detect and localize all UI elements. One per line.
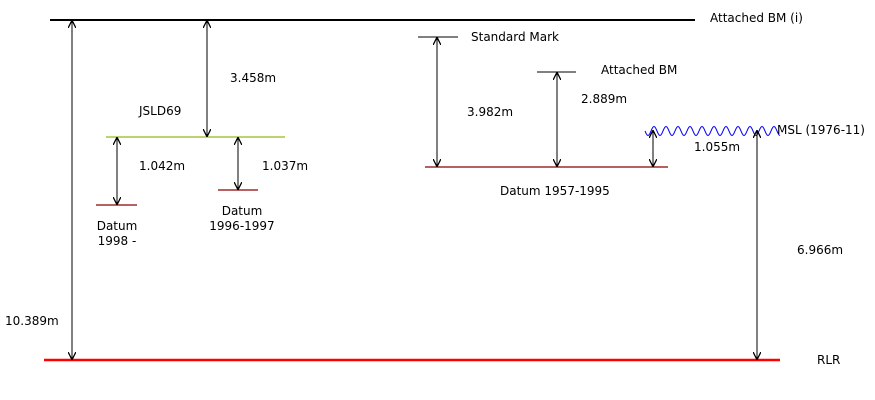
measure-msl-to-rlr: 6.966m bbox=[797, 243, 843, 257]
msl-wave-line bbox=[644, 125, 781, 137]
msl-label: MSL (1976-11) bbox=[777, 123, 865, 137]
attached-bm-label: Attached BM bbox=[601, 63, 677, 77]
rlr-label: RLR bbox=[817, 353, 840, 367]
measure-jsld69-to-datum-1998: 1.042m bbox=[139, 159, 185, 173]
measure-attached-bm-to-datum: 2.889m bbox=[581, 92, 627, 106]
datum-1998-label-line2: 1998 - bbox=[98, 234, 137, 248]
measure-bm-to-rlr: 10.389m bbox=[5, 314, 59, 328]
measure-standard-mark-to-datum: 3.982m bbox=[467, 105, 513, 119]
standard-mark-label: Standard Mark bbox=[471, 30, 559, 44]
jsld69-label: JSLD69 bbox=[138, 104, 181, 118]
datum-1996-1997-label-line2: 1996-1997 bbox=[209, 219, 274, 233]
attached-bm-i-label: Attached BM (i) bbox=[710, 11, 803, 25]
datum-1998-label-line1: Datum bbox=[97, 219, 138, 233]
datum-1957-1995-label: Datum 1957-1995 bbox=[500, 184, 610, 198]
measure-bm-to-jsld69: 3.458m bbox=[230, 71, 276, 85]
measure-jsld69-to-datum-1996: 1.037m bbox=[262, 159, 308, 173]
datum-1996-1997-label-line1: Datum bbox=[222, 204, 263, 218]
measure-datum-to-msl: 1.055m bbox=[694, 140, 740, 154]
